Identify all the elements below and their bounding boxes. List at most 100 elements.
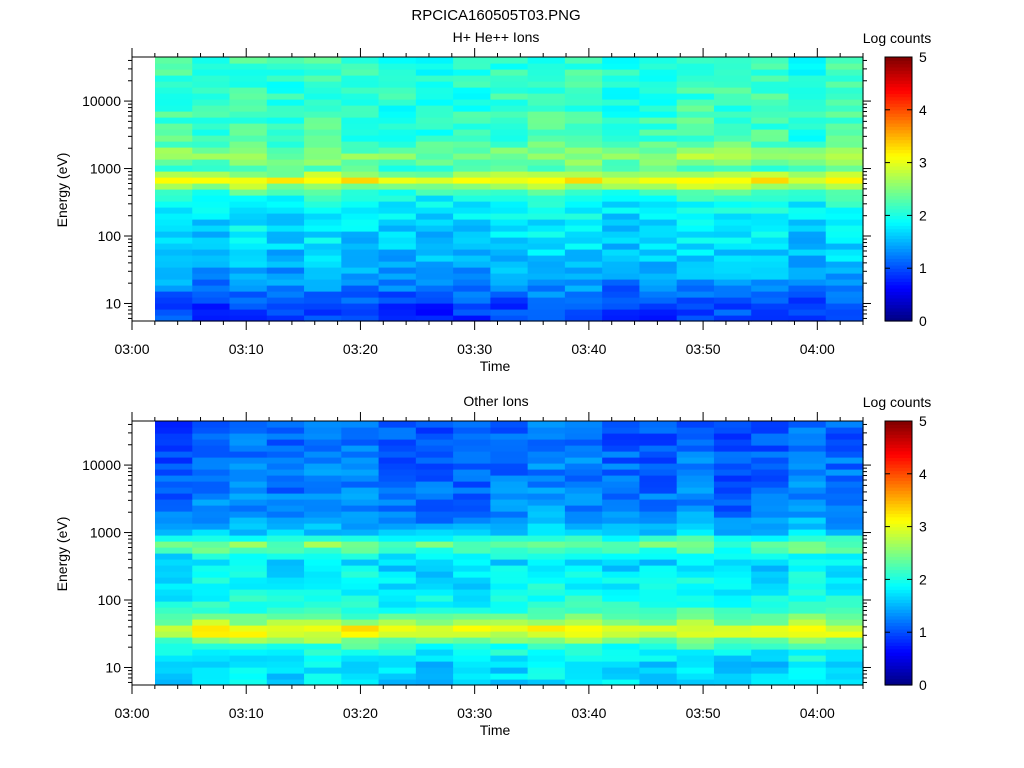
heatmap-cell [378, 129, 417, 136]
heatmap-cell [266, 231, 305, 238]
colorbar-segment [885, 628, 912, 633]
heatmap-cell [564, 69, 603, 76]
heatmap-cell [527, 433, 566, 440]
x-tick-label: 03:10 [229, 341, 264, 357]
heatmap-cell [602, 201, 641, 208]
heatmap-cell [825, 427, 864, 434]
heatmap-cell [490, 267, 529, 274]
heatmap-cell [788, 427, 827, 434]
heatmap-cell [639, 541, 678, 548]
heatmap-cell [415, 219, 454, 226]
colorbar-tick-label: 0 [919, 313, 927, 329]
heatmap-cell [341, 75, 380, 82]
heatmap-cell [751, 249, 790, 256]
heatmap-cell [564, 661, 603, 668]
heatmap-cell [490, 255, 529, 262]
heatmap-cell [602, 625, 641, 632]
heatmap-cell [490, 243, 529, 250]
heatmap-cell [751, 589, 790, 596]
heatmap-cell [527, 565, 566, 572]
heatmap-cell [490, 81, 529, 88]
x-axis: 03:00 03:10 03:20 03:30 03:40 03:50 04:00 [114, 48, 864, 357]
colorbar-segment [885, 255, 912, 259]
heatmap-cell [527, 679, 566, 686]
heatmap-cell [527, 195, 566, 202]
heatmap-cell [825, 505, 864, 512]
heatmap-cell [490, 433, 529, 440]
heatmap-cell [527, 237, 566, 244]
heatmap-cell [788, 493, 827, 500]
heatmap-cell [378, 123, 417, 130]
colorbar-segment [885, 467, 912, 472]
heatmap-cell [378, 451, 417, 458]
heatmap-cell [229, 541, 268, 548]
heatmap-cell [602, 643, 641, 650]
heatmap-cell [453, 141, 491, 148]
heatmap-cell [266, 93, 305, 100]
heatmap-cell [713, 673, 752, 680]
colorbar-segment [885, 264, 912, 269]
heatmap-cell [192, 225, 231, 232]
heatmap-cell [378, 517, 417, 524]
heatmap-cell [341, 619, 380, 626]
heatmap-cell [229, 571, 268, 578]
heatmap-cell [453, 81, 491, 88]
heatmap-cell [192, 631, 231, 638]
heatmap-cell [266, 529, 305, 536]
x-axis-label: Time [480, 722, 511, 738]
heatmap-cell [490, 505, 529, 512]
heatmap-cell [304, 433, 342, 440]
heatmap-cell [304, 159, 342, 166]
heatmap-cell [751, 601, 790, 608]
colorbar-tick-label: 4 [919, 102, 927, 118]
colorbar-segment [885, 215, 912, 220]
heatmap-cell [304, 117, 342, 124]
heatmap-cell [602, 421, 641, 428]
heatmap-cell [453, 99, 491, 106]
heatmap-cell [639, 189, 678, 196]
heatmap-cell [639, 273, 678, 280]
heatmap-cell [788, 183, 827, 190]
heatmap-cell [192, 99, 231, 106]
heatmap-cell [192, 457, 231, 464]
heatmap-cell [639, 439, 678, 446]
heatmap-cell [229, 207, 268, 214]
heatmap-cell [266, 279, 305, 286]
heatmap-cell [229, 655, 268, 662]
heatmap-cell [751, 505, 790, 512]
colorbar-segment [885, 430, 912, 435]
heatmap-cell [192, 499, 231, 506]
heatmap-cell [713, 225, 752, 232]
heatmap-cell [788, 637, 827, 644]
heatmap-cell [378, 201, 417, 208]
heatmap-cell [378, 595, 417, 602]
heatmap-cell [229, 315, 268, 322]
heatmap-cell [676, 583, 715, 590]
heatmap-cell [751, 655, 790, 662]
heatmap-cell [229, 523, 268, 530]
heatmap-cell [415, 625, 454, 632]
heatmap-cell [415, 547, 454, 554]
heatmap-cell [676, 445, 715, 452]
heatmap-cell [490, 493, 529, 500]
heatmap-cell [564, 159, 603, 166]
heatmap-cell [751, 535, 790, 542]
heatmap-cell [453, 601, 491, 608]
heatmap-cell [788, 105, 827, 112]
heatmap-cell [788, 439, 827, 446]
heatmap-cell [751, 607, 790, 614]
heatmap-cell [453, 207, 491, 214]
heatmap-cell [713, 631, 752, 638]
heatmap-cell [527, 481, 566, 488]
heatmap-cell [304, 303, 342, 310]
heatmap-cell [155, 171, 193, 178]
heatmap-cell [713, 213, 752, 220]
heatmap-cell [341, 439, 380, 446]
heatmap-cell [788, 195, 827, 202]
heatmap-cell [266, 249, 305, 256]
heatmap-cell [266, 475, 305, 482]
heatmap-cell [155, 541, 193, 548]
heatmap-cell [155, 445, 193, 452]
heatmap-cell [229, 505, 268, 512]
